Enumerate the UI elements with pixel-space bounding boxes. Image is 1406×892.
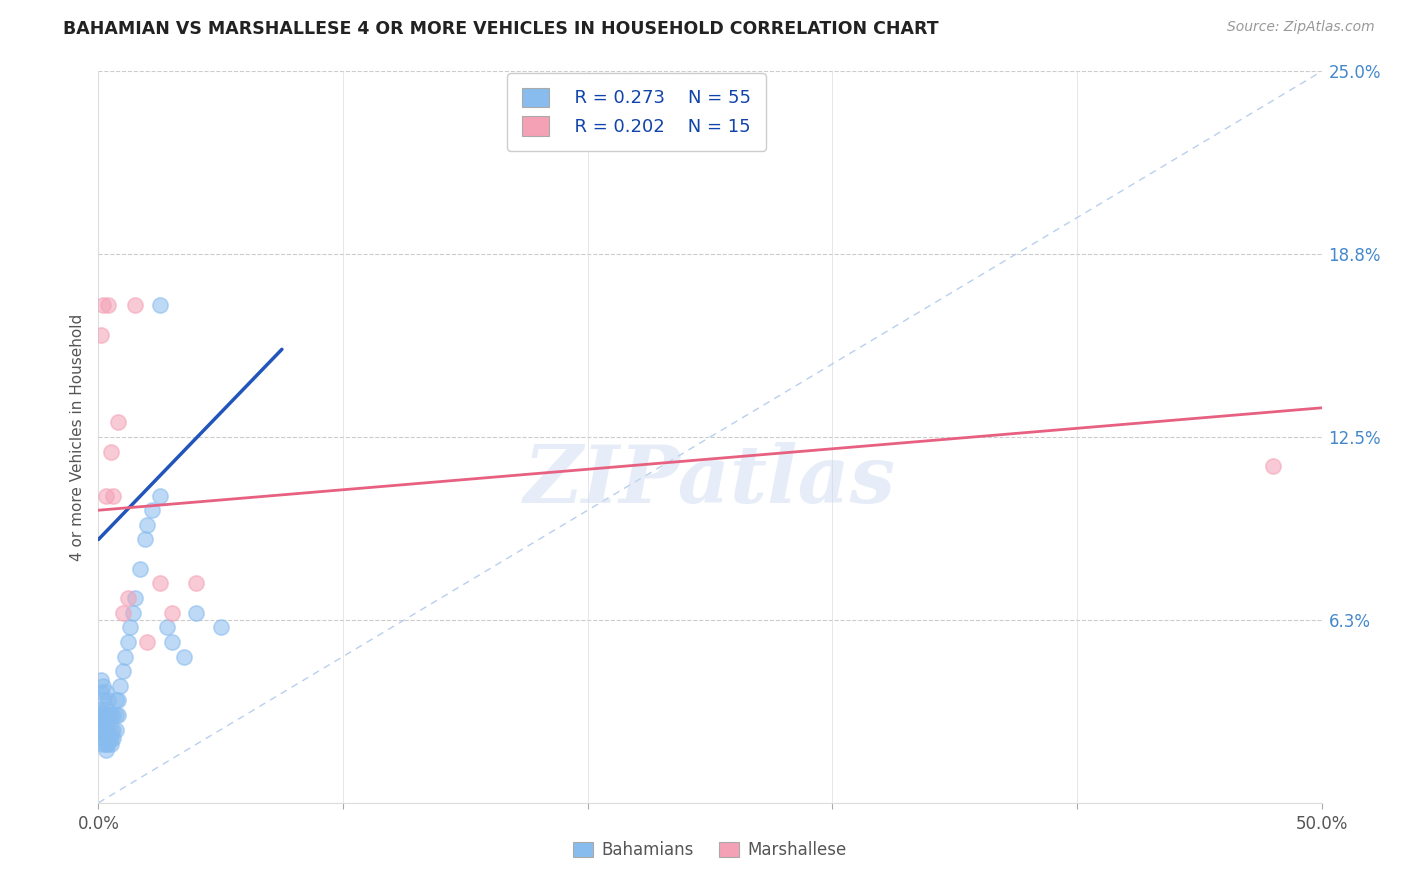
Point — [90, 673, 112, 687]
Point — [104, 723, 127, 737]
Point — [91, 723, 114, 737]
Point — [117, 591, 139, 605]
Point — [100, 731, 122, 746]
Point — [90, 708, 112, 723]
Point — [90, 327, 112, 342]
Point — [149, 489, 172, 503]
Point — [160, 635, 183, 649]
Point — [94, 723, 117, 737]
Text: BAHAMIAN VS MARSHALLESE 4 OR MORE VEHICLES IN HOUSEHOLD CORRELATION CHART: BAHAMIAN VS MARSHALLESE 4 OR MORE VEHICL… — [63, 20, 939, 37]
Point — [107, 416, 129, 430]
Point — [100, 444, 122, 458]
Point — [120, 620, 142, 634]
Point — [117, 635, 139, 649]
Point — [100, 723, 122, 737]
Point — [173, 649, 195, 664]
Point — [91, 714, 114, 728]
Point — [91, 708, 114, 723]
Point — [91, 737, 114, 751]
Point — [91, 679, 114, 693]
Point — [94, 729, 117, 743]
Point — [100, 708, 122, 723]
Point — [90, 684, 112, 698]
Point — [94, 702, 117, 716]
Point — [121, 606, 143, 620]
Point — [186, 606, 208, 620]
Point — [91, 298, 114, 312]
Point — [104, 693, 127, 707]
Point — [111, 606, 134, 620]
Point — [91, 693, 114, 707]
Point — [94, 489, 117, 503]
Point — [97, 708, 120, 723]
Legend: Bahamians, Marshallese: Bahamians, Marshallese — [565, 833, 855, 868]
Point — [124, 298, 146, 312]
Point — [90, 702, 112, 716]
Point — [94, 743, 117, 757]
Point — [136, 517, 159, 532]
Point — [104, 708, 127, 723]
Text: Source: ZipAtlas.com: Source: ZipAtlas.com — [1227, 20, 1375, 34]
Point — [101, 489, 124, 503]
Point — [110, 679, 132, 693]
Point — [97, 723, 120, 737]
Text: ZIPatlas: ZIPatlas — [524, 442, 896, 520]
Point — [101, 731, 124, 746]
Point — [90, 723, 112, 737]
Point — [111, 664, 134, 678]
Point — [101, 723, 124, 737]
Point — [97, 693, 120, 707]
Point — [90, 714, 112, 728]
Point — [107, 708, 129, 723]
Point — [97, 731, 120, 746]
Point — [94, 684, 117, 698]
Point — [129, 562, 152, 576]
Point — [94, 714, 117, 728]
Point — [141, 503, 163, 517]
Point — [136, 635, 159, 649]
Point — [97, 298, 120, 312]
Point — [149, 298, 172, 312]
Point — [107, 693, 129, 707]
Point — [124, 591, 146, 605]
Point — [149, 576, 172, 591]
Y-axis label: 4 or more Vehicles in Household: 4 or more Vehicles in Household — [69, 313, 84, 561]
Point — [100, 737, 122, 751]
Point — [101, 708, 124, 723]
Point — [94, 737, 117, 751]
Point — [156, 620, 179, 634]
Point — [1261, 459, 1284, 474]
Point — [209, 620, 232, 634]
Point — [160, 606, 183, 620]
Point — [97, 737, 120, 751]
Point — [134, 533, 156, 547]
Point — [186, 576, 208, 591]
Point — [114, 649, 136, 664]
Point — [91, 731, 114, 746]
